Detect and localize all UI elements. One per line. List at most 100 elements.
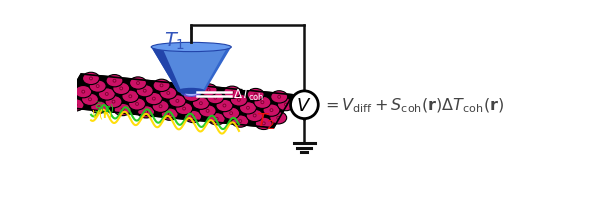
Ellipse shape [98,88,115,101]
Circle shape [161,85,162,87]
Polygon shape [151,48,231,91]
Circle shape [207,89,210,92]
Ellipse shape [128,98,145,111]
Ellipse shape [136,85,153,97]
Circle shape [229,112,233,116]
Circle shape [263,123,265,125]
Circle shape [261,102,264,104]
Circle shape [119,87,123,91]
Circle shape [270,110,273,111]
Ellipse shape [200,84,217,97]
Circle shape [215,97,216,99]
Circle shape [112,100,116,104]
Ellipse shape [231,115,248,128]
Circle shape [237,99,241,102]
Ellipse shape [199,105,216,117]
Ellipse shape [82,94,98,106]
Ellipse shape [151,43,231,52]
Circle shape [200,103,202,105]
Ellipse shape [178,88,205,94]
Circle shape [121,108,125,112]
Circle shape [176,99,179,103]
Ellipse shape [246,110,263,122]
Ellipse shape [176,82,193,94]
Circle shape [238,100,240,101]
Circle shape [255,94,256,96]
Circle shape [159,105,162,109]
Ellipse shape [161,108,178,121]
Ellipse shape [130,77,147,90]
Circle shape [278,117,279,119]
Circle shape [153,98,155,100]
Circle shape [192,116,194,118]
Circle shape [224,105,225,107]
Ellipse shape [153,80,170,92]
Circle shape [113,79,116,83]
Circle shape [122,109,124,111]
Circle shape [215,117,219,121]
Ellipse shape [152,101,169,113]
Circle shape [222,104,227,108]
Circle shape [81,90,85,94]
Circle shape [191,95,193,97]
Ellipse shape [160,87,177,100]
Ellipse shape [255,118,272,130]
Circle shape [75,104,76,106]
Circle shape [261,101,264,105]
Ellipse shape [278,99,295,111]
Circle shape [183,108,185,110]
Circle shape [207,110,208,112]
Circle shape [231,92,233,94]
Circle shape [285,104,287,106]
Circle shape [278,96,280,98]
Circle shape [284,103,288,107]
Circle shape [230,91,234,95]
Circle shape [184,87,186,89]
Circle shape [106,94,108,95]
Text: $T_2$: $T_2$ [256,111,276,130]
Circle shape [239,121,241,122]
Circle shape [246,106,250,110]
Text: $\widetilde{S}(\mathbf{r})$: $\widetilde{S}(\mathbf{r})$ [94,100,115,115]
Circle shape [89,99,91,101]
Circle shape [168,114,171,115]
Ellipse shape [230,94,247,107]
Circle shape [159,106,161,108]
Circle shape [144,90,145,92]
Ellipse shape [122,91,139,103]
Ellipse shape [208,113,225,125]
Ellipse shape [169,95,186,108]
Text: $= V_{\mathrm{diff}} + S_{\mathrm{coh}}(\mathbf{r})\Delta T_{\mathrm{coh}}(\math: $= V_{\mathrm{diff}} + S_{\mathrm{coh}}(… [322,96,504,114]
Circle shape [135,102,139,106]
Circle shape [96,85,99,89]
Circle shape [136,103,138,105]
Circle shape [97,106,101,110]
Ellipse shape [185,111,202,123]
Circle shape [88,98,92,102]
Circle shape [253,114,256,118]
Polygon shape [158,48,227,91]
Circle shape [190,94,194,98]
Ellipse shape [193,98,209,110]
Ellipse shape [138,106,155,118]
Circle shape [167,92,170,95]
Ellipse shape [106,75,123,87]
Ellipse shape [247,89,264,101]
Text: $T_1$: $T_1$ [164,31,185,52]
Circle shape [205,109,210,113]
Circle shape [152,97,156,101]
Circle shape [176,100,178,102]
Ellipse shape [184,90,200,102]
Circle shape [290,91,318,119]
Circle shape [254,115,256,117]
Text: $\Delta T_{\mathrm{coh}}$: $\Delta T_{\mathrm{coh}}$ [233,87,264,102]
Ellipse shape [82,73,99,85]
Circle shape [128,95,132,99]
Circle shape [276,116,280,120]
Ellipse shape [89,81,106,93]
Circle shape [208,90,210,91]
Circle shape [145,111,147,113]
Ellipse shape [270,112,287,124]
Ellipse shape [224,87,241,99]
Circle shape [105,93,108,96]
